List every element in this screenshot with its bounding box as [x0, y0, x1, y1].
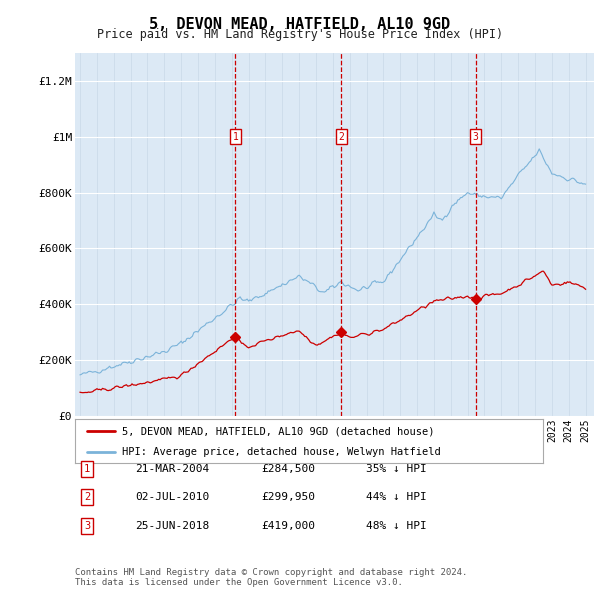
Text: 44% ↓ HPI: 44% ↓ HPI: [366, 493, 427, 502]
Text: 1: 1: [232, 132, 238, 142]
Text: £284,500: £284,500: [261, 464, 315, 474]
Text: Price paid vs. HM Land Registry's House Price Index (HPI): Price paid vs. HM Land Registry's House …: [97, 28, 503, 41]
Text: 2: 2: [338, 132, 344, 142]
Text: 1: 1: [84, 464, 90, 474]
Text: HPI: Average price, detached house, Welwyn Hatfield: HPI: Average price, detached house, Welw…: [122, 447, 440, 457]
Text: 02-JUL-2010: 02-JUL-2010: [135, 493, 209, 502]
Text: 3: 3: [84, 521, 90, 530]
Text: 48% ↓ HPI: 48% ↓ HPI: [366, 521, 427, 530]
Text: 2: 2: [84, 493, 90, 502]
Text: £299,950: £299,950: [261, 493, 315, 502]
Text: 21-MAR-2004: 21-MAR-2004: [135, 464, 209, 474]
Text: 25-JUN-2018: 25-JUN-2018: [135, 521, 209, 530]
Text: 3: 3: [473, 132, 479, 142]
Text: 35% ↓ HPI: 35% ↓ HPI: [366, 464, 427, 474]
Text: 5, DEVON MEAD, HATFIELD, AL10 9GD (detached house): 5, DEVON MEAD, HATFIELD, AL10 9GD (detac…: [122, 427, 434, 436]
Text: Contains HM Land Registry data © Crown copyright and database right 2024.
This d: Contains HM Land Registry data © Crown c…: [75, 568, 467, 587]
Text: 5, DEVON MEAD, HATFIELD, AL10 9GD: 5, DEVON MEAD, HATFIELD, AL10 9GD: [149, 17, 451, 31]
Text: £419,000: £419,000: [261, 521, 315, 530]
